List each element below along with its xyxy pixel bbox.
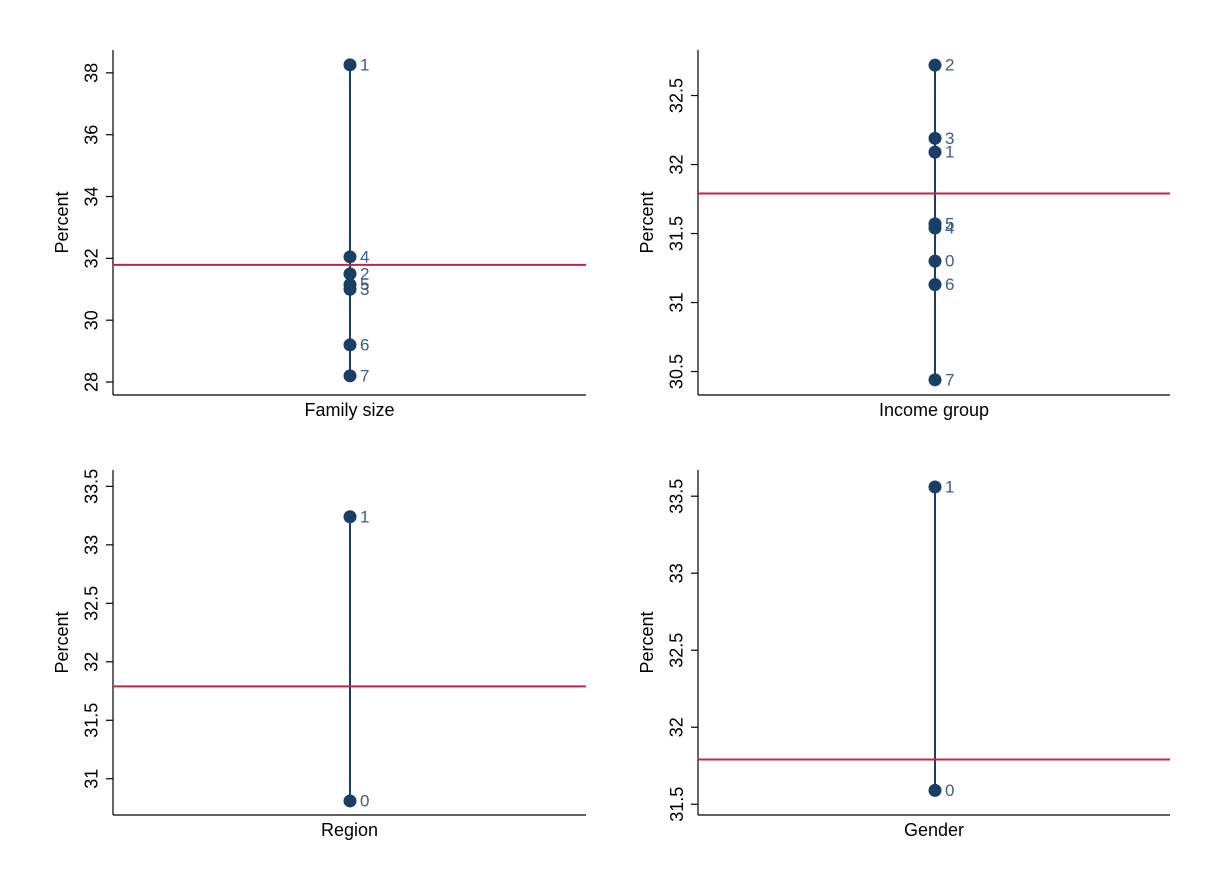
point-label: 3	[945, 129, 954, 148]
y-tick-label: 36	[82, 125, 102, 145]
y-tick-label: 33	[667, 563, 687, 583]
x-axis-label: Income group	[879, 400, 989, 420]
y-axis-label: Percent	[637, 611, 657, 673]
point-label: 5	[945, 214, 954, 233]
y-tick-label: 30	[82, 310, 102, 330]
dot	[343, 794, 357, 808]
point-label: 7	[945, 370, 954, 389]
point-label: 7	[360, 366, 369, 385]
point-label: 4	[945, 219, 954, 238]
point-label: 2	[360, 264, 369, 283]
dot	[343, 267, 357, 281]
point-label: 0	[360, 791, 369, 810]
y-tick-label: 32	[82, 652, 102, 672]
dot	[928, 145, 942, 159]
point-label: 2	[945, 56, 954, 75]
point-label: 1	[360, 507, 369, 526]
x-axis-label: Gender	[904, 820, 964, 840]
point-label: 3	[360, 280, 369, 299]
y-axis-label: Percent	[52, 611, 72, 673]
y-tick-label: 33.5	[82, 469, 102, 504]
x-axis-label: Family size	[304, 400, 394, 420]
point-label: 0	[945, 781, 954, 800]
y-tick-label: 38	[82, 63, 102, 83]
point-label: 1	[945, 143, 954, 162]
dot	[928, 480, 942, 494]
dot	[928, 254, 942, 268]
point-label: 6	[945, 275, 954, 294]
y-tick-label: 31.5	[667, 787, 687, 822]
y-tick-label: 32.5	[667, 633, 687, 668]
point-label: 6	[360, 335, 369, 354]
dot	[928, 278, 942, 292]
y-tick-label: 30.5	[667, 354, 687, 389]
y-tick-label: 33	[82, 535, 102, 555]
point-label: 0	[945, 252, 954, 271]
point-label: 5	[360, 275, 369, 294]
dot	[928, 131, 942, 145]
dot	[343, 250, 357, 264]
dot	[928, 221, 942, 235]
point-label: 1	[360, 55, 369, 74]
y-tick-label: 32	[667, 155, 687, 175]
dot	[928, 783, 942, 797]
y-axis-label: Percent	[52, 191, 72, 253]
y-tick-label: 28	[82, 372, 102, 392]
dot	[928, 373, 942, 387]
dot	[343, 58, 357, 72]
y-tick-label: 32.5	[82, 586, 102, 621]
y-tick-label: 31.5	[667, 216, 687, 251]
y-tick-label: 32	[667, 717, 687, 737]
dot	[343, 282, 357, 296]
point-label: 4	[360, 247, 369, 266]
y-tick-label: 34	[82, 187, 102, 207]
dot	[343, 338, 357, 352]
dot	[343, 510, 357, 524]
y-tick-label: 33.5	[667, 479, 687, 514]
y-tick-label: 31	[82, 769, 102, 789]
y-tick-label: 32.5	[667, 78, 687, 113]
y-tick-label: 31.5	[82, 703, 102, 738]
dot	[928, 58, 942, 72]
y-tick-label: 32	[82, 248, 102, 268]
y-axis-label: Percent	[637, 191, 657, 253]
dot	[343, 369, 357, 383]
x-axis-label: Region	[321, 820, 378, 840]
point-label: 1	[945, 477, 954, 496]
y-tick-label: 31	[667, 293, 687, 313]
